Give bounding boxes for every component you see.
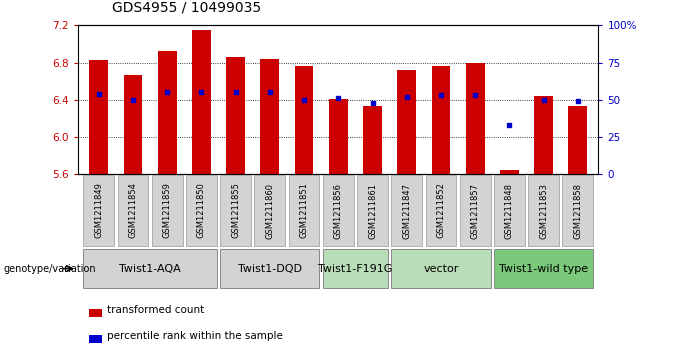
Bar bbox=[158, 50, 177, 174]
Bar bbox=[432, 66, 450, 174]
Bar bbox=[494, 175, 525, 246]
Text: percentile rank within the sample: percentile rank within the sample bbox=[107, 331, 283, 341]
Text: Twist1-wild type: Twist1-wild type bbox=[499, 264, 588, 274]
Text: Twist1-DQD: Twist1-DQD bbox=[238, 264, 302, 274]
Bar bbox=[500, 170, 519, 174]
Text: GSM1211851: GSM1211851 bbox=[300, 183, 309, 238]
Bar bbox=[88, 309, 101, 317]
Bar bbox=[226, 57, 245, 174]
Bar bbox=[260, 59, 279, 174]
Bar bbox=[568, 106, 588, 174]
Bar bbox=[186, 175, 217, 246]
Bar bbox=[220, 249, 320, 288]
Text: transformed count: transformed count bbox=[107, 305, 204, 315]
Text: GSM1211849: GSM1211849 bbox=[95, 183, 103, 238]
Text: GSM1211854: GSM1211854 bbox=[129, 183, 137, 238]
Text: GSM1211858: GSM1211858 bbox=[573, 183, 582, 238]
Bar bbox=[534, 96, 553, 174]
Bar bbox=[84, 249, 217, 288]
Text: GSM1211852: GSM1211852 bbox=[437, 183, 445, 238]
Bar bbox=[88, 335, 101, 343]
Bar bbox=[466, 63, 485, 174]
Text: GSM1211857: GSM1211857 bbox=[471, 183, 479, 238]
Bar bbox=[323, 175, 354, 246]
Bar bbox=[562, 175, 593, 246]
Text: GSM1211861: GSM1211861 bbox=[368, 183, 377, 238]
Text: vector: vector bbox=[423, 264, 458, 274]
Text: GSM1211850: GSM1211850 bbox=[197, 183, 206, 238]
Text: GSM1211847: GSM1211847 bbox=[403, 183, 411, 238]
Text: Twist1-AQA: Twist1-AQA bbox=[119, 264, 181, 274]
Bar bbox=[426, 175, 456, 246]
Bar bbox=[118, 175, 148, 246]
Bar bbox=[460, 175, 490, 246]
Text: genotype/variation: genotype/variation bbox=[3, 264, 96, 274]
Bar bbox=[89, 60, 108, 174]
Bar bbox=[392, 249, 490, 288]
Text: GSM1211848: GSM1211848 bbox=[505, 183, 514, 238]
Text: GDS4955 / 10499035: GDS4955 / 10499035 bbox=[112, 0, 261, 15]
Bar bbox=[124, 75, 142, 174]
Bar bbox=[289, 175, 320, 246]
Bar bbox=[392, 175, 422, 246]
Bar bbox=[528, 175, 559, 246]
Text: GSM1211855: GSM1211855 bbox=[231, 183, 240, 238]
Text: GSM1211859: GSM1211859 bbox=[163, 183, 171, 238]
Bar bbox=[192, 30, 211, 174]
Bar bbox=[220, 175, 251, 246]
Text: GSM1211860: GSM1211860 bbox=[265, 183, 274, 238]
Bar bbox=[84, 175, 114, 246]
Bar bbox=[152, 175, 183, 246]
Text: GSM1211856: GSM1211856 bbox=[334, 183, 343, 238]
Text: GSM1211853: GSM1211853 bbox=[539, 183, 548, 238]
Bar bbox=[363, 106, 382, 174]
Bar bbox=[294, 66, 313, 174]
Bar bbox=[494, 249, 593, 288]
Bar bbox=[254, 175, 285, 246]
Bar bbox=[397, 70, 416, 174]
Bar bbox=[357, 175, 388, 246]
Text: Twist1-F191G: Twist1-F191G bbox=[318, 264, 392, 274]
Bar bbox=[323, 249, 388, 288]
Bar bbox=[329, 99, 347, 174]
